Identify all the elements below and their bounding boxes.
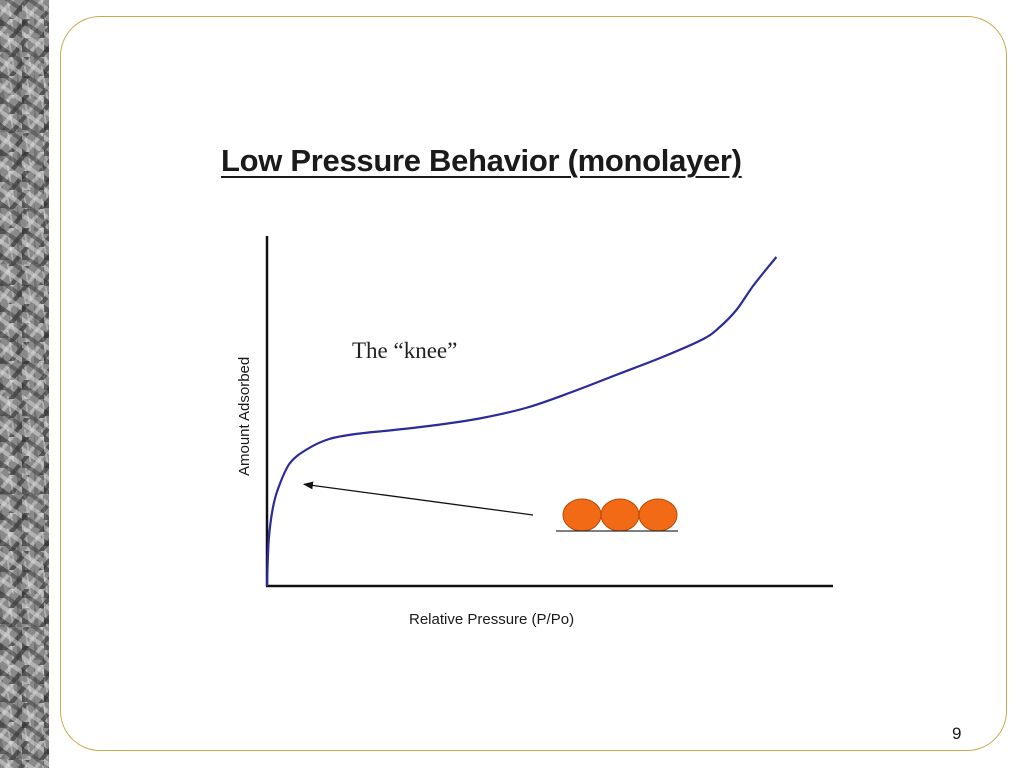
knee-annotation: The “knee” (352, 338, 458, 363)
y-axis-label: Amount Adsorbed (236, 356, 253, 476)
page-number: 9 (952, 724, 962, 743)
slide-frame (60, 16, 1007, 751)
knee-arrow (302, 481, 534, 516)
molecule-3 (638, 498, 678, 532)
side-texture-strip (0, 0, 49, 768)
molecule-2 (600, 498, 640, 532)
isotherm-curve (265, 256, 778, 587)
monolayer-illustration (562, 498, 678, 532)
slide-title: Low Pressure Behavior (monolayer) (221, 143, 742, 178)
molecule-1 (562, 498, 602, 532)
x-axis-label: Relative Pressure (P/Po) (409, 611, 575, 628)
